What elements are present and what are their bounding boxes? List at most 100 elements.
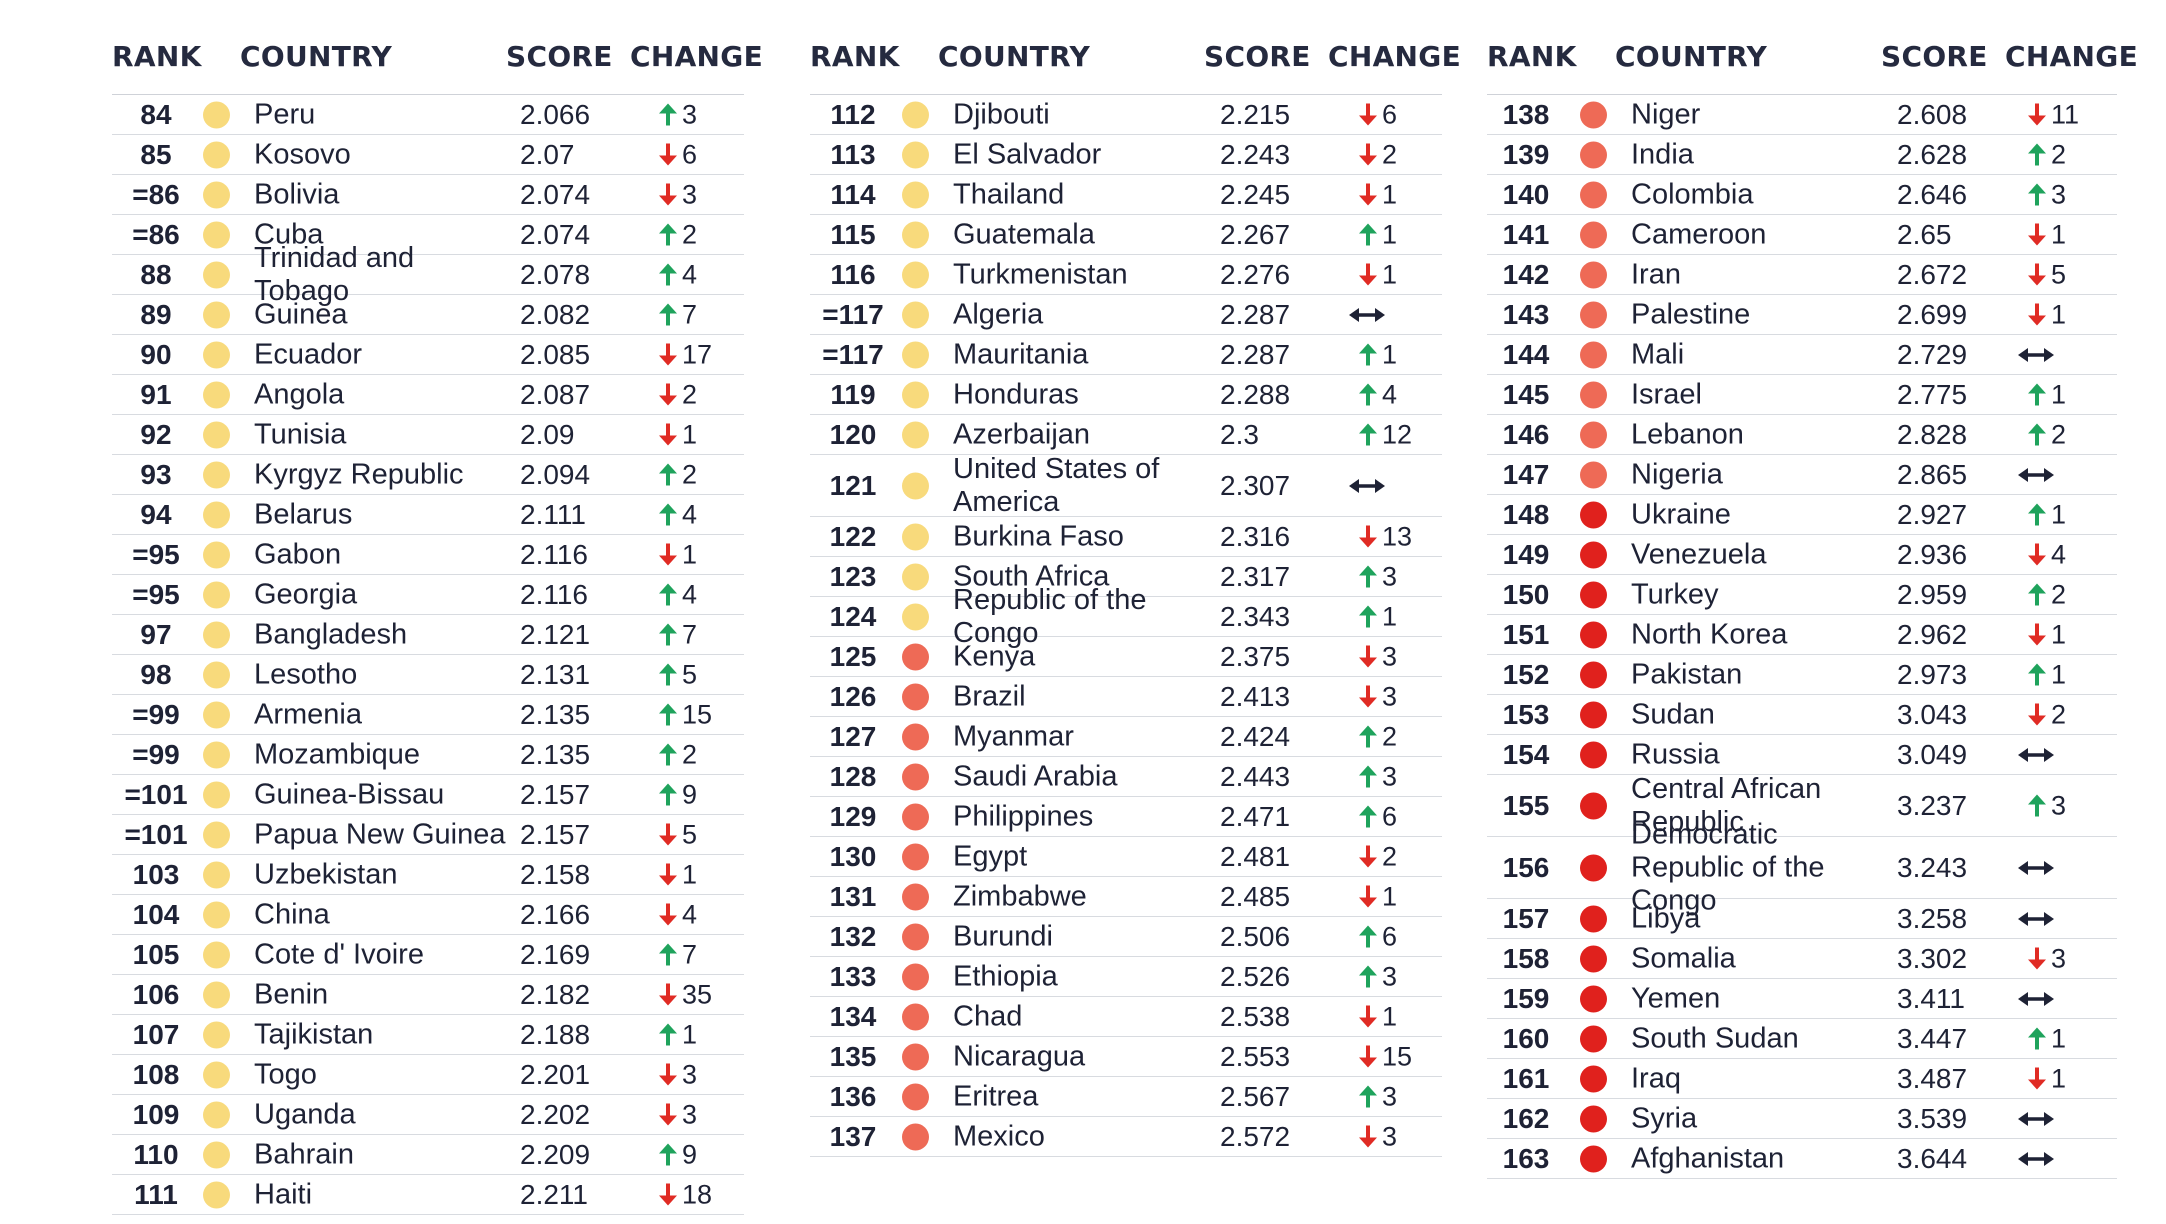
arrow-down-icon (1359, 1045, 1377, 1068)
peace-level-dot (203, 1021, 230, 1048)
score-cell: 2.973 (1897, 658, 1968, 690)
change-value: 2 (682, 219, 698, 249)
peace-level-dot (203, 181, 230, 208)
arrow-down-icon (1359, 103, 1377, 126)
change-value: 6 (1382, 801, 1398, 831)
rank-cell: 92 (140, 418, 172, 450)
peace-level-dot (1580, 501, 1607, 528)
rank-cell: 143 (1502, 298, 1550, 330)
arrow-up-icon (2028, 183, 2046, 206)
change-cell (2017, 1150, 2059, 1168)
table-row: 98 Lesotho 2.131 5 (112, 655, 744, 695)
change-cell (2017, 746, 2059, 764)
change-cell: 6 (1358, 921, 1397, 952)
rank-cell: 151 (1502, 618, 1550, 650)
peace-level-dot (902, 683, 929, 710)
arrow-down-icon (659, 1103, 677, 1126)
arrow-up-icon (659, 1143, 677, 1166)
table-row: 126 Brazil 2.413 3 (810, 677, 1442, 717)
country-cell: South Africa (953, 559, 1110, 592)
peace-level-dot (902, 763, 929, 790)
table-row: 141 Cameroon 2.65 1 (1487, 215, 2117, 255)
rank-cell: 114 (830, 178, 876, 210)
rank-cell: 109 (132, 1098, 180, 1130)
table-row: 112 Djibouti 2.215 6 (810, 95, 1442, 135)
peace-level-dot (203, 941, 230, 968)
no-change-arrow-icon (2018, 991, 2054, 1006)
change-cell: 3 (658, 1099, 697, 1130)
score-cell: 2.078 (520, 258, 591, 290)
peace-level-dot (902, 1123, 929, 1150)
rank-cell: 88 (140, 258, 172, 290)
table-row: 89 Guinea 2.082 7 (112, 295, 744, 335)
table-row: 107 Tajikistan 2.188 1 (112, 1015, 744, 1055)
table-row: 120 Azerbaijan 2.3 12 (810, 415, 1442, 455)
table-row: 113 El Salvador 2.243 2 (810, 135, 1442, 175)
change-cell: 4 (2027, 539, 2066, 570)
peace-level-dot (203, 821, 230, 848)
arrow-up-icon (1359, 605, 1377, 628)
score-cell: 2.572 (1220, 1120, 1291, 1152)
peace-level-dot (902, 141, 929, 168)
arrow-up-icon (659, 263, 677, 286)
change-cell: 6 (1358, 801, 1397, 832)
header-rank: RANK (810, 40, 900, 73)
change-cell: 35 (658, 979, 712, 1010)
no-change-arrow-icon (1349, 307, 1385, 322)
table-row: 127 Myanmar 2.424 2 (810, 717, 1442, 757)
peace-level-dot (1580, 985, 1607, 1012)
score-cell: 3.644 (1897, 1142, 1968, 1174)
change-value: 2 (1382, 841, 1398, 871)
change-value: 4 (1382, 379, 1398, 409)
change-cell: 13 (1358, 521, 1412, 552)
country-cell: Russia (1631, 737, 1720, 770)
change-cell: 3 (1358, 681, 1397, 712)
score-cell: 2.245 (1220, 178, 1291, 210)
table-row: 135 Nicaragua 2.553 15 (810, 1037, 1442, 1077)
change-value: 13 (1382, 521, 1413, 551)
arrow-down-icon (2028, 223, 2046, 246)
arrow-down-icon (659, 1063, 677, 1086)
arrow-up-icon (1359, 925, 1377, 948)
table-row: =117 Mauritania 2.287 1 (810, 335, 1442, 375)
change-value: 35 (682, 979, 713, 1009)
arrow-down-icon (659, 343, 677, 366)
peace-level-dot (1580, 792, 1607, 819)
country-cell: Togo (254, 1057, 317, 1090)
rank-cell: =99 (132, 698, 180, 730)
change-cell: 17 (658, 339, 712, 370)
score-cell: 2.169 (520, 938, 591, 970)
change-cell: 1 (2027, 499, 2066, 530)
country-cell: Ecuador (254, 337, 363, 370)
table-row: 97 Bangladesh 2.121 7 (112, 615, 744, 655)
change-cell (1348, 306, 1390, 324)
arrow-up-icon (1359, 805, 1377, 828)
change-cell: 3 (2027, 943, 2066, 974)
score-cell: 3.043 (1897, 698, 1968, 730)
arrow-up-icon (659, 223, 677, 246)
change-cell: 9 (658, 779, 697, 810)
score-cell: 2.116 (520, 538, 588, 570)
no-change-arrow-icon (2018, 347, 2054, 362)
rank-cell: 135 (829, 1040, 877, 1072)
peace-level-dot (203, 421, 230, 448)
change-cell: 1 (2027, 379, 2066, 410)
change-cell: 3 (1358, 1121, 1397, 1152)
change-value: 1 (1382, 339, 1398, 369)
table-row: =95 Georgia 2.116 4 (112, 575, 744, 615)
peace-level-dot (902, 1083, 929, 1110)
change-cell: 1 (1358, 601, 1397, 632)
peace-level-dot (1580, 341, 1607, 368)
rank-cell: 125 (829, 640, 877, 672)
peace-level-dot (203, 341, 230, 368)
country-cell: Cote d' Ivoire (254, 937, 424, 970)
rank-cell: 147 (1502, 458, 1550, 490)
country-cell: Belarus (254, 497, 353, 530)
rank-cell: 127 (829, 720, 877, 752)
ranking-table-1: RANK COUNTRY SCORE CHANGE 84 Peru 2.066 3 85 Koso… (112, 0, 763, 1215)
table-row: 131 Zimbabwe 2.485 1 (810, 877, 1442, 917)
change-value: 1 (682, 419, 698, 449)
change-value: 3 (2051, 179, 2067, 209)
change-cell: 4 (658, 259, 697, 290)
change-cell: 3 (2027, 179, 2066, 210)
